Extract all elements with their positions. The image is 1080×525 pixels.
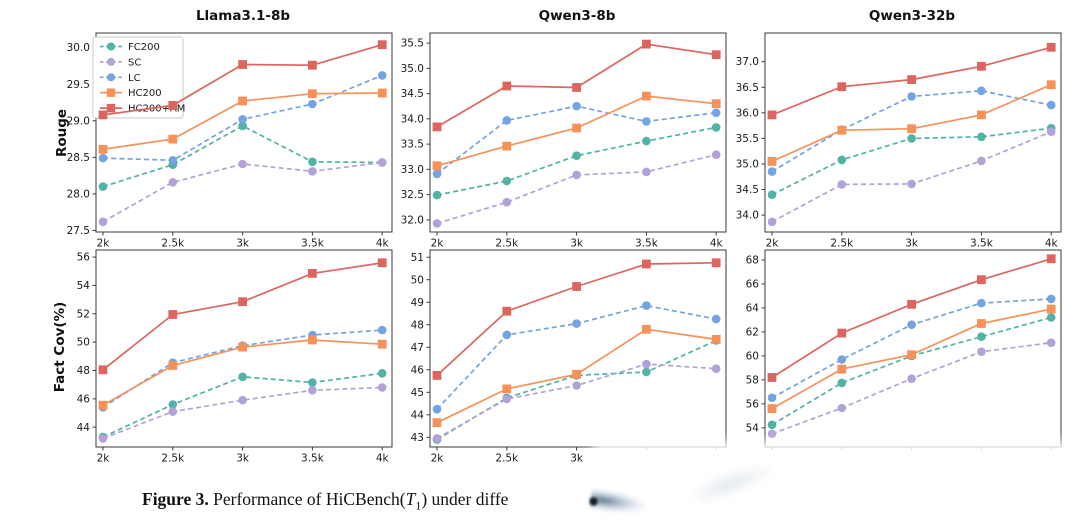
svg-text:33.0: 33.0: [401, 164, 424, 176]
svg-text:28.5: 28.5: [67, 152, 90, 164]
svg-text:4k: 4k: [376, 238, 390, 250]
svg-text:2k: 2k: [97, 453, 111, 465]
svg-text:3.5k: 3.5k: [301, 238, 325, 250]
svg-text:HC200: HC200: [128, 88, 162, 99]
svg-text:34.0: 34.0: [736, 210, 759, 222]
svg-text:50: 50: [411, 274, 424, 286]
svg-text:48: 48: [411, 319, 424, 331]
svg-text:FC200: FC200: [128, 42, 160, 53]
svg-text:29.0: 29.0: [67, 115, 90, 127]
svg-text:66: 66: [746, 279, 760, 291]
chart-svg: 27.5 28.0 28.5 29.0 29.5 30.0 2k 2.5k 3k 3.5k 4k FC…: [67, 32, 393, 250]
chart-llama-rouge: 27.5 28.0 28.5 29.0 29.5 30.0 2k 2.5k 3k 3.5k 4k FC…: [46, 25, 398, 267]
svg-text:34.5: 34.5: [736, 184, 759, 196]
column-title-llama31-8b: Llama3.1-8b: [195, 8, 291, 24]
chart-llama-factcov: 44 46 48 50 52 54 56 2k 2.5k 3k 3.5k 4k: [46, 242, 398, 486]
svg-text:3k: 3k: [236, 453, 250, 465]
svg-text:44: 44: [77, 422, 91, 434]
svg-text:2k: 2k: [431, 453, 445, 465]
svg-text:2k: 2k: [766, 238, 780, 250]
svg-text:LC: LC: [128, 73, 141, 84]
svg-text:43: 43: [411, 432, 424, 444]
chart-svg: 44 46 48 50 52 54 56 2k 2.5k 3k 3.5k 4k: [77, 249, 393, 465]
svg-text:28.0: 28.0: [67, 189, 90, 201]
svg-text:62: 62: [746, 326, 759, 338]
svg-text:36.5: 36.5: [736, 82, 759, 94]
svg-text:48: 48: [77, 365, 90, 377]
svg-text:3.5k: 3.5k: [970, 238, 994, 250]
column-title-qwen3-8b: Qwen3-8b: [538, 8, 616, 24]
svg-text:3.5k: 3.5k: [301, 453, 325, 465]
svg-text:35.5: 35.5: [736, 133, 759, 145]
svg-text:HC200+AM: HC200+AM: [128, 104, 185, 115]
svg-text:2.5k: 2.5k: [495, 453, 519, 465]
chart-svg: 34.0 34.5 35.0 35.5 36.0 36.5 37.0 2k 2.5k 3k 3.5k…: [736, 32, 1062, 250]
svg-text:56: 56: [746, 398, 760, 410]
svg-text:51: 51: [411, 252, 424, 264]
svg-text:3.5k: 3.5k: [635, 238, 659, 250]
svg-text:4k: 4k: [710, 238, 724, 250]
svg-text:2.5k: 2.5k: [495, 238, 519, 250]
svg-text:36.0: 36.0: [736, 107, 759, 119]
svg-text:52: 52: [77, 308, 90, 320]
svg-text:49: 49: [411, 297, 424, 309]
svg-text:29.5: 29.5: [67, 79, 90, 91]
smudge-dark-dot: [589, 496, 599, 507]
svg-text:46: 46: [77, 393, 91, 405]
svg-text:50: 50: [77, 337, 90, 349]
column-title-qwen3-32b: Qwen3-32b: [868, 8, 956, 24]
svg-text:54: 54: [77, 280, 91, 292]
svg-text:2.5k: 2.5k: [830, 238, 854, 250]
svg-text:32.5: 32.5: [401, 189, 424, 201]
svg-text:2.5k: 2.5k: [161, 238, 185, 250]
caption-math-sub: 1: [415, 498, 422, 513]
svg-text:60: 60: [746, 350, 759, 362]
svg-text:58: 58: [746, 374, 759, 386]
svg-text:68: 68: [746, 255, 759, 267]
caption-text-2: ) under diffe: [421, 489, 509, 509]
svg-text:34.0: 34.0: [401, 113, 424, 125]
svg-text:SC: SC: [128, 57, 141, 68]
svg-text:35.5: 35.5: [401, 38, 424, 50]
svg-text:46: 46: [411, 364, 425, 376]
caption-text-1: Performance of HiCBench(: [208, 489, 406, 509]
svg-text:4k: 4k: [376, 453, 390, 465]
svg-text:32.0: 32.0: [401, 214, 424, 226]
svg-text:3k: 3k: [905, 238, 919, 250]
svg-text:54: 54: [746, 422, 760, 434]
svg-text:4k: 4k: [1045, 238, 1059, 250]
chart-qwen32b-rouge: 34.0 34.5 35.0 35.5 36.0 36.5 37.0 2k 2.5k 3k 3.5k…: [715, 25, 1067, 267]
svg-text:44: 44: [411, 409, 425, 421]
svg-text:35.0: 35.0: [736, 159, 759, 171]
svg-text:3k: 3k: [570, 453, 584, 465]
svg-text:56: 56: [77, 252, 91, 264]
caption-math-var: T: [405, 489, 416, 509]
chart-qwen8b-rouge: 32.0 32.5 33.0 33.5 34.0 34.5 35.0 35.5 2k 2.5k 3k…: [380, 25, 732, 267]
svg-text:35.0: 35.0: [401, 63, 424, 75]
svg-text:27.5: 27.5: [67, 225, 90, 237]
svg-text:47: 47: [411, 342, 424, 354]
svg-text:30.0: 30.0: [67, 42, 90, 54]
svg-text:3k: 3k: [570, 238, 584, 250]
svg-text:64: 64: [746, 303, 760, 315]
svg-text:2k: 2k: [431, 238, 445, 250]
svg-text:2k: 2k: [97, 238, 111, 250]
svg-text:3k: 3k: [236, 238, 250, 250]
svg-text:45: 45: [411, 387, 424, 399]
chart-svg: 32.0 32.5 33.0 33.5 34.0 34.5 35.0 35.5 2k 2.5k 3k…: [401, 32, 727, 250]
svg-text:2.5k: 2.5k: [161, 453, 185, 465]
svg-text:33.5: 33.5: [401, 139, 424, 151]
caption-figure-label: Figure 3.: [142, 489, 209, 509]
figure-caption: Figure 3. Performance of HiCBench(T1) un…: [142, 489, 508, 514]
svg-text:37.0: 37.0: [736, 56, 759, 68]
svg-text:34.5: 34.5: [401, 88, 424, 100]
